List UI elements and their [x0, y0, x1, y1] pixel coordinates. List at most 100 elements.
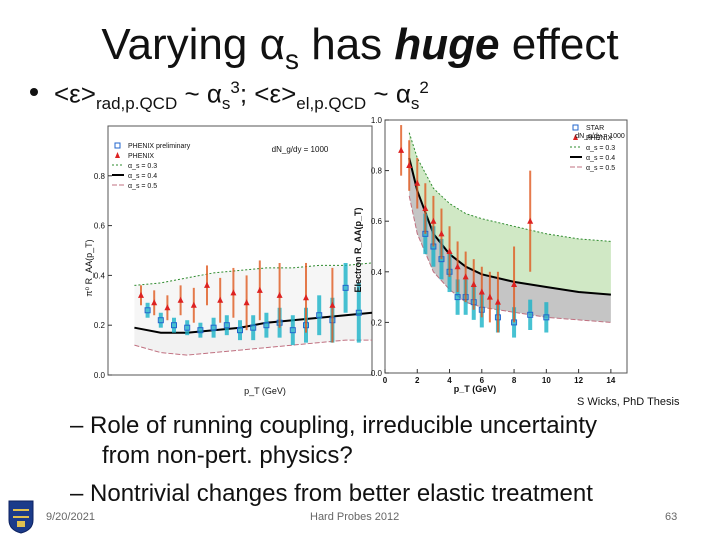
electron-annotation: dN_g/dy = 1000 [575, 133, 625, 140]
y-tick-label: 0.2 [371, 318, 383, 327]
bullet-sub3: el,p.QCD [296, 93, 367, 113]
data-point [342, 284, 349, 291]
title-emphasis: huge [394, 20, 500, 69]
sub-bullet-1: – Role of running coupling, irreducible … [70, 412, 597, 439]
data-point [494, 298, 501, 305]
data-point [422, 205, 429, 212]
x-tick-label: 4 [447, 376, 452, 385]
data-point [527, 217, 534, 224]
title-text-prefix: Varying [101, 20, 260, 69]
x-tick-label: 8 [512, 376, 517, 385]
bullet-sub4: s [410, 93, 420, 113]
y-tick-label: 0.6 [94, 222, 106, 231]
title-text-suffix: effect [499, 20, 619, 69]
pion-plot-axes: 0.0 0.2 0.4 0.6 0.8 [94, 172, 112, 380]
data-point [184, 324, 191, 331]
bullet-part4: ~ α [366, 78, 411, 109]
pion-x-axis-label: p_T (GeV) [244, 386, 286, 396]
bullet-sup4: 2 [419, 78, 429, 97]
band-lower [409, 158, 611, 323]
x-tick-label: 14 [606, 376, 615, 385]
data-point [190, 301, 197, 308]
electron-x-axis-label: p_T (GeV) [454, 384, 497, 394]
x-tick-label: 2 [415, 376, 420, 385]
y-tick-label: 0.0 [94, 371, 106, 380]
data-point [355, 309, 362, 316]
data-point [414, 179, 421, 186]
sub-bullet-2: – Nontrivial changes from better elastic… [70, 480, 593, 507]
sub-bullet-1-continuation: from non-pert. physics? [102, 442, 353, 469]
data-point [454, 294, 461, 301]
footer-date: 9/20/2021 [46, 511, 95, 523]
data-point [316, 312, 323, 319]
legend-label: PHENIX preliminary [128, 143, 191, 150]
data-point [462, 273, 469, 280]
footer-page-number: 63 [665, 511, 678, 523]
data-point [398, 146, 405, 153]
data-point [454, 263, 461, 270]
y-tick-label: 1.0 [371, 116, 383, 125]
data-point [470, 280, 477, 287]
bullet-sup2: 3 [230, 78, 240, 97]
university-crest-icon [8, 500, 34, 534]
x-tick-label: 10 [542, 376, 551, 385]
electron-data-points [398, 125, 550, 338]
data-point [243, 299, 250, 306]
x-tick-label: 12 [574, 376, 583, 385]
legend-marker [572, 124, 579, 131]
y-tick-label: 0.8 [94, 172, 106, 181]
x-tick-label: 6 [480, 376, 485, 385]
data-point [210, 324, 217, 331]
pion-data-points [138, 260, 362, 346]
data-point [527, 311, 534, 318]
legend-label: α_s = 0.4 [586, 155, 615, 162]
data-point [197, 327, 204, 334]
data-point [329, 301, 336, 308]
bullet-part3: ; <ε> [239, 78, 297, 109]
main-bullet: <ε>rad,p.QCD ~ αs3; <ε>el,p.QCD ~ αs2 [30, 78, 429, 114]
data-point [204, 281, 210, 288]
data-point [223, 322, 230, 329]
legend-label: α_s = 0.5 [128, 183, 157, 190]
data-point [164, 304, 171, 311]
data-point [478, 288, 485, 295]
y-tick-label: 0.8 [371, 167, 383, 176]
slide-title: Varying αs has huge effect [0, 20, 720, 76]
data-point [430, 217, 437, 224]
data-point [511, 280, 518, 287]
title-alpha-symbol: α [259, 20, 286, 69]
data-point [230, 289, 237, 296]
data-point [438, 230, 445, 237]
legend-label: α_s = 0.3 [586, 145, 615, 152]
series-line [134, 262, 373, 286]
pion-annotation: dN_g/dy = 1000 [272, 145, 329, 154]
legend-marker [115, 152, 120, 158]
legend-label: PHENIX [128, 153, 154, 160]
bullet-part1: <ε> [54, 78, 96, 109]
electron-plot-axes: 0.0 0.2 0.4 0.6 0.8 1.0 0 2 4 6 8 10 12 14 [371, 116, 616, 385]
band-upper [409, 132, 611, 295]
data-point [177, 296, 184, 303]
data-point [446, 248, 453, 255]
data-point [406, 162, 413, 169]
x-tick-label: 0 [383, 376, 388, 385]
data-point [276, 291, 283, 298]
pion-y-axis-label: π⁰ R_AA(p_T) [84, 239, 94, 296]
data-point [171, 322, 177, 329]
title-subscript: s [285, 44, 300, 75]
y-tick-label: 0.0 [371, 369, 383, 378]
data-point [303, 294, 309, 301]
data-point [256, 286, 263, 293]
legend-marker [573, 134, 578, 140]
electron-raa-chart: 0.0 0.2 0.4 0.6 0.8 1.0 0 2 4 6 8 10 12 14 STAR PHENIX… [353, 116, 628, 394]
data-point [289, 327, 296, 334]
bullet-sub2: s [221, 93, 231, 113]
data-point [144, 307, 151, 314]
bullet-dot-icon [30, 87, 38, 96]
legend-label: α_s = 0.5 [586, 165, 615, 172]
legend-marker [114, 142, 121, 149]
y-tick-label: 0.6 [371, 217, 383, 226]
data-point [250, 324, 257, 331]
data-point [263, 322, 270, 329]
